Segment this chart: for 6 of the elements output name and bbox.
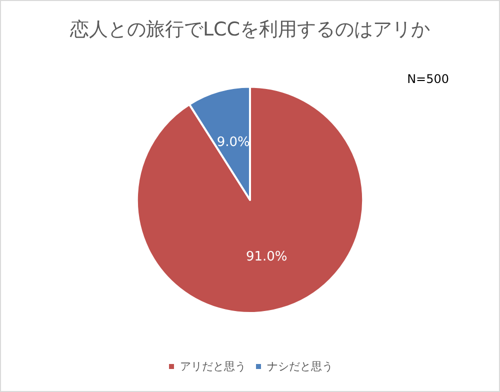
chart-title: 恋人との旅行でLCCを利用するのはアリか xyxy=(68,18,430,40)
data-label: 9.0% xyxy=(216,135,250,150)
data-label: 91.0% xyxy=(246,250,288,265)
legend-label: ナシだと思う xyxy=(267,360,333,373)
text: N=500 xyxy=(407,72,449,86)
legend-label: アリだと思う xyxy=(180,360,246,373)
